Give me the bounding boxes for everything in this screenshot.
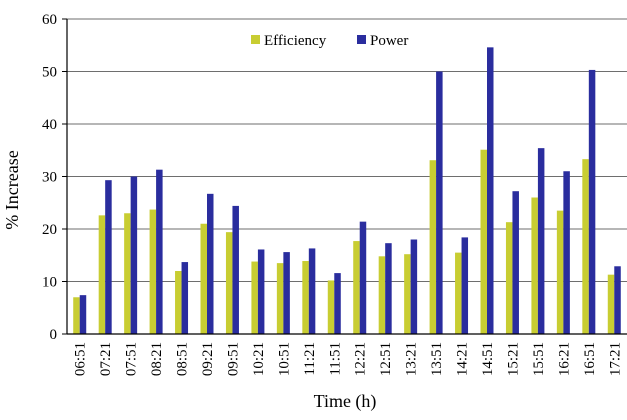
bar-power-10:21 [257,249,265,334]
bar-power-07:51 [130,176,138,334]
x-tick-labels: 06:51 07:21 07:51 08:21 08:51 09:21 09:51 10:21… [73,342,624,376]
bar-power-06:51 [79,295,87,334]
bar-efficiency-16:21 [556,210,564,334]
bar-efficiency-13:51 [429,160,437,334]
x-axis-label: Time (h) [314,391,377,412]
bar-power-14:51 [487,47,494,334]
bar-power-11:51 [334,273,341,334]
bar-efficiency-14:51 [480,149,487,334]
bar-efficiency-14:21 [455,252,462,334]
bar-power-13:21 [410,239,418,334]
bar-efficiency-11:21 [302,261,309,334]
bar-efficiency-09:51 [225,232,233,334]
axes [62,18,627,335]
x-tick-label-17:21: 17:21 [607,342,623,376]
bars [73,47,621,335]
x-tick-label-07:51: 07:51 [124,342,140,376]
bar-power-07:21 [105,180,112,334]
bar-efficiency-12:51 [378,256,386,334]
bar-efficiency-13:21 [404,254,411,334]
bar-power-14:21 [461,237,469,334]
x-tick-label-06:51: 06:51 [73,342,89,376]
x-tick-label-15:51: 15:51 [531,342,547,376]
bar-power-09:21 [207,193,214,334]
bar-power-15:51 [537,148,545,334]
bar-power-08:51 [181,262,189,334]
x-tick-label-07:21: 07:21 [98,342,114,376]
bar-efficiency-10:51 [276,263,284,334]
y-tick-label-40: 40 [42,117,57,133]
x-tick-label-10:51: 10:51 [276,342,292,376]
x-tick-label-16:21: 16:21 [556,342,572,376]
y-tick-label-20: 20 [42,222,57,238]
legend-label-power: Power [370,33,408,49]
x-tick-label-11:21: 11:21 [302,342,318,376]
x-tick-label-14:21: 14:21 [455,342,471,376]
bar-efficiency-15:21 [505,222,513,334]
bar-power-08:21 [156,169,163,334]
y-tick-label-30: 30 [42,170,57,186]
bar-efficiency-06:51 [73,297,80,334]
x-tick-label-13:21: 13:21 [404,342,420,376]
bar-efficiency-15:51 [531,197,538,334]
y-axis-label: % Increase [2,150,22,229]
bar-efficiency-10:21 [251,261,258,334]
legend-label-efficiency: Efficiency [264,33,327,49]
x-tick-label-15:21: 15:21 [505,342,521,376]
bar-efficiency-17:21 [607,274,615,334]
x-tick-label-10:21: 10:21 [251,342,267,376]
x-tick-label-12:51: 12:51 [378,342,394,376]
bar-power-09:51 [232,205,239,334]
bar-power-12:21 [359,221,367,334]
x-tick-label-13:51: 13:51 [429,342,445,376]
bar-efficiency-11:51 [327,280,335,334]
x-tick-label-16:51: 16:51 [582,342,598,376]
bar-power-16:21 [563,171,570,334]
bar-power-16:51 [588,69,596,335]
bar-efficiency-12:21 [353,241,360,334]
x-tick-label-12:21: 12:21 [353,342,369,376]
x-tick-label-14:51: 14:51 [480,342,496,376]
y-tick-label-10: 10 [42,275,57,291]
y-tick-labels: 0 10 20 30 40 50 60 [42,12,57,343]
bar-efficiency-07:21 [98,215,106,334]
x-tick-label-08:21: 08:21 [149,342,165,376]
bar-efficiency-08:51 [175,271,182,334]
x-tick-label-11:51: 11:51 [327,342,343,376]
x-tick-label-09:21: 09:21 [200,342,216,376]
y-tick-label-50: 50 [42,65,57,81]
bar-efficiency-07:51 [124,213,131,334]
bar-power-11:21 [308,248,316,334]
legend-swatch-power [357,35,366,44]
bar-power-10:51 [283,252,290,334]
bar-power-15:21 [512,191,519,334]
x-tick-label-09:51: 09:51 [225,342,241,376]
legend-swatch-efficiency [251,35,260,44]
y-tick-label-0: 0 [50,327,58,343]
bar-efficiency-09:21 [200,223,207,334]
x-tick-label-08:51: 08:51 [175,342,191,376]
bar-power-13:51 [436,71,443,334]
legend: Efficiency Power [251,33,408,49]
bar-efficiency-08:21 [149,209,157,334]
bar-efficiency-16:51 [582,159,589,334]
bar-power-17:21 [614,266,621,334]
y-tick-label-60: 60 [42,12,57,28]
bar-power-12:51 [385,243,392,334]
